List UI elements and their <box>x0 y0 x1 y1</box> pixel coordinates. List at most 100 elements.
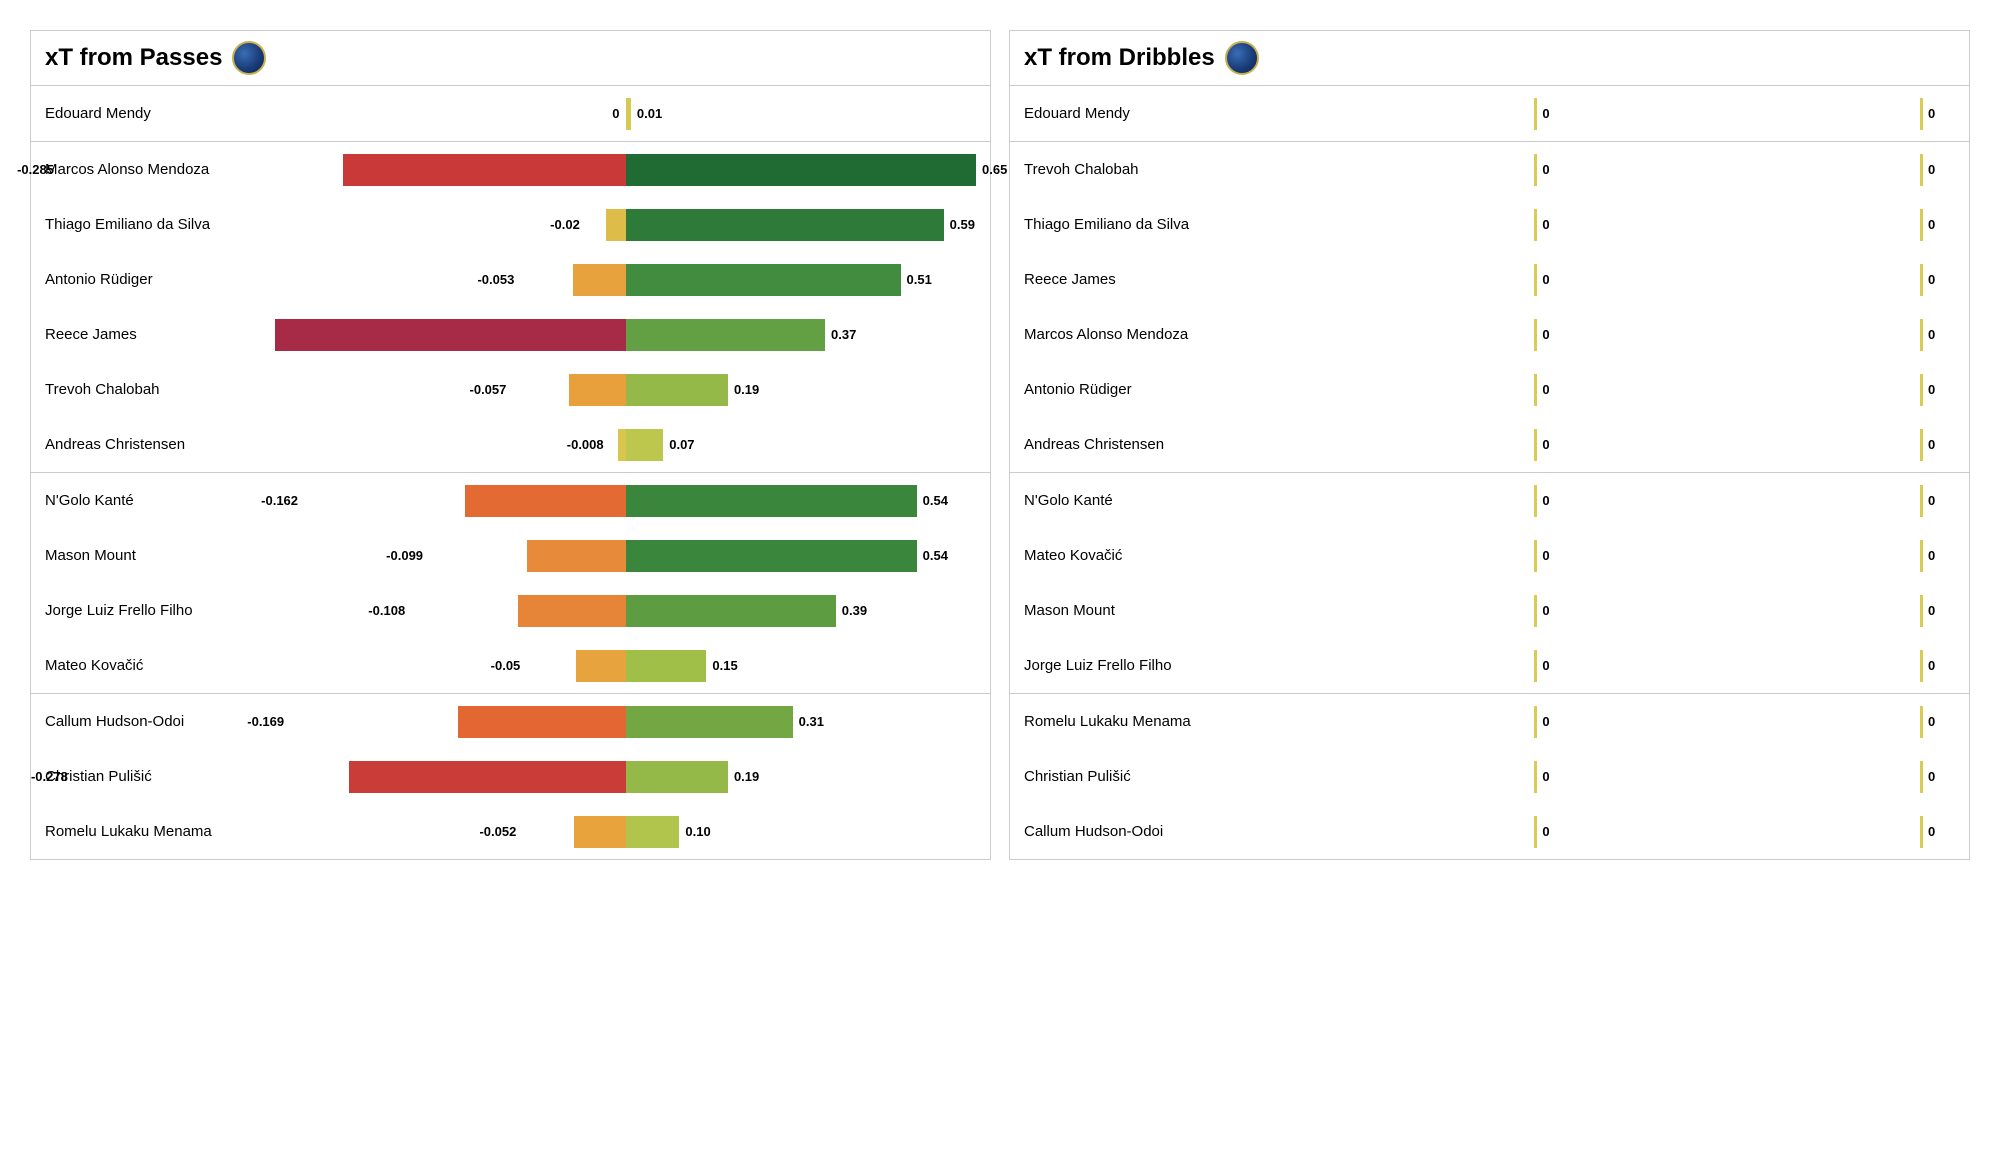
player-name: Jorge Luiz Frello Filho <box>1024 657 1254 674</box>
player-row: Mateo Kovačić00 <box>1010 528 1969 583</box>
bar-area: -0.1690.31 <box>275 706 976 738</box>
player-name: Andreas Christensen <box>45 436 275 453</box>
bar-area: 00 <box>1254 429 1955 461</box>
value-negative: 0 <box>1542 319 1549 351</box>
bar-negative <box>574 816 626 848</box>
player-name: N'Golo Kanté <box>45 492 275 509</box>
player-group: N'Golo Kanté-0.1620.54Mason Mount-0.0990… <box>31 473 990 694</box>
value-positive: 0 <box>1928 706 1935 738</box>
zero-tick-pos <box>1920 264 1923 296</box>
zero-tick-neg <box>1534 374 1537 406</box>
player-row: Christian Pulišić-0.2780.19 <box>31 749 990 804</box>
value-positive: 0.01 <box>631 98 662 130</box>
player-name: Mateo Kovačić <box>45 657 275 674</box>
bar-positive <box>626 209 944 241</box>
bar-area: 00 <box>1254 595 1955 627</box>
player-row: Mason Mount00 <box>1010 583 1969 638</box>
value-positive: 0 <box>1928 209 1935 241</box>
value-positive: 0 <box>1928 98 1935 130</box>
bar-area: 00 <box>1254 485 1955 517</box>
player-name: Antonio Rüdiger <box>1024 381 1254 398</box>
bar-area: -0.2780.19 <box>275 761 976 793</box>
club-badge-icon <box>232 41 266 75</box>
player-name: Marcos Alonso Mendoza <box>1024 326 1254 343</box>
player-row: Jorge Luiz Frello Filho00 <box>1010 638 1969 693</box>
player-row: Edouard Mendy00 <box>1010 86 1969 141</box>
bar-negative <box>518 595 625 627</box>
bar-positive <box>626 485 917 517</box>
value-positive: 0 <box>1928 319 1935 351</box>
title-text: xT from Passes <box>45 44 222 72</box>
value-negative: 0 <box>1542 761 1549 793</box>
player-name: Thiago Emiliano da Silva <box>45 216 275 233</box>
value-positive: 0 <box>1928 761 1935 793</box>
player-row: Andreas Christensen00 <box>1010 417 1969 472</box>
player-row: Romelu Lukaku Menama00 <box>1010 694 1969 749</box>
value-negative: -0.05 <box>491 650 527 682</box>
zero-tick-neg <box>1534 485 1537 517</box>
value-positive: 0.59 <box>944 209 975 241</box>
player-row: N'Golo Kanté00 <box>1010 473 1969 528</box>
value-positive: 0 <box>1928 264 1935 296</box>
zero-tick-pos <box>1920 154 1923 186</box>
bar-positive <box>626 154 977 186</box>
value-positive: 0 <box>1928 154 1935 186</box>
value-positive: 0.10 <box>679 816 710 848</box>
value-positive: 0.19 <box>728 374 759 406</box>
value-negative: -0.053 <box>477 264 520 296</box>
zero-tick-neg <box>1534 761 1537 793</box>
bar-negative <box>275 319 626 351</box>
player-name: N'Golo Kanté <box>1024 492 1254 509</box>
value-negative: -0.162 <box>261 485 304 517</box>
xt-dribbles-panel: xT from Dribbles Edouard Mendy00Trevoh C… <box>1009 30 1970 860</box>
zero-tick-pos <box>1920 595 1923 627</box>
value-negative: 0 <box>1542 264 1549 296</box>
player-name: Mason Mount <box>45 547 275 564</box>
player-row: Marcos Alonso Mendoza-0.2850.65 <box>31 142 990 197</box>
player-row: Romelu Lukaku Menama-0.0520.10 <box>31 804 990 859</box>
value-negative: -0.285 <box>17 154 60 186</box>
bar-negative <box>465 485 626 517</box>
zero-tick-pos <box>1920 374 1923 406</box>
xt-passes-panel: xT from Passes Edouard Mendy00.01Marcos … <box>30 30 991 860</box>
bar-positive <box>626 319 826 351</box>
zero-tick-pos <box>1920 429 1923 461</box>
panel-title: xT from Passes <box>31 31 990 86</box>
player-row: Callum Hudson-Odoi-0.1690.31 <box>31 694 990 749</box>
player-name: Mason Mount <box>1024 602 1254 619</box>
player-name: Reece James <box>45 326 275 343</box>
bar-area: 00 <box>1254 209 1955 241</box>
value-negative: 0 <box>1542 154 1549 186</box>
bar-positive <box>626 264 901 296</box>
bar-area: 00 <box>1254 374 1955 406</box>
zero-tick-pos <box>1920 761 1923 793</box>
player-name: Christian Pulišić <box>45 768 275 785</box>
zero-tick-neg <box>1534 98 1537 130</box>
bar-area: -0.0530.51 <box>275 264 976 296</box>
player-row: Reece James00 <box>1010 252 1969 307</box>
bar-positive <box>626 816 680 848</box>
value-negative: -0.099 <box>386 540 429 572</box>
value-positive: 0.07 <box>663 429 694 461</box>
value-negative: -0.169 <box>247 706 290 738</box>
player-row: Trevoh Chalobah-0.0570.19 <box>31 362 990 417</box>
player-group: Trevoh Chalobah00Thiago Emiliano da Silv… <box>1010 142 1969 473</box>
zero-tick-neg <box>1534 706 1537 738</box>
bar-negative <box>618 429 626 461</box>
value-negative: 0 <box>1542 706 1549 738</box>
player-name: Thiago Emiliano da Silva <box>1024 216 1254 233</box>
bar-area: 00 <box>1254 264 1955 296</box>
player-row: Marcos Alonso Mendoza 0 0 <box>1010 307 1969 362</box>
player-group: N'Golo Kanté00Mateo Kovačić00Mason Mount… <box>1010 473 1969 694</box>
bar-area: -0.3530.37 <box>275 319 976 351</box>
player-group: Edouard Mendy00.01 <box>31 86 990 142</box>
zero-tick-neg <box>1534 319 1537 351</box>
zero-tick-pos <box>1920 98 1923 130</box>
bar-area: 00 <box>1254 540 1955 572</box>
bar-area: 00 <box>1254 650 1955 682</box>
value-negative: -0.057 <box>470 374 513 406</box>
value-negative: 0 <box>1542 374 1549 406</box>
value-positive: 0.15 <box>706 650 737 682</box>
player-row: Callum Hudson-Odoi00 <box>1010 804 1969 859</box>
player-row: Trevoh Chalobah00 <box>1010 142 1969 197</box>
